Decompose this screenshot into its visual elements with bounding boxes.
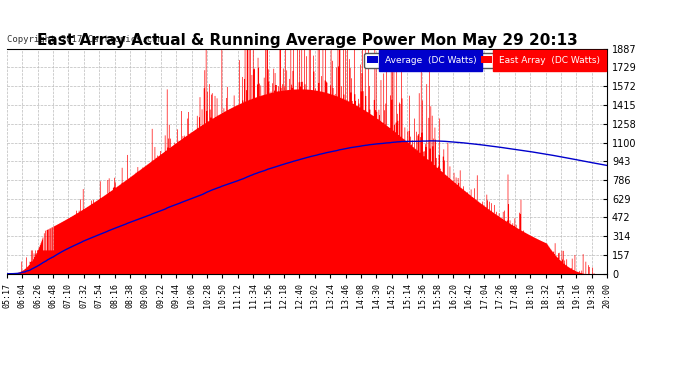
Legend: Average  (DC Watts), East Array  (DC Watts): Average (DC Watts), East Array (DC Watts…	[364, 53, 602, 68]
Text: Copyright 2017 Cartronics.com: Copyright 2017 Cartronics.com	[7, 35, 163, 44]
Title: East Array Actual & Running Average Power Mon May 29 20:13: East Array Actual & Running Average Powe…	[37, 33, 578, 48]
